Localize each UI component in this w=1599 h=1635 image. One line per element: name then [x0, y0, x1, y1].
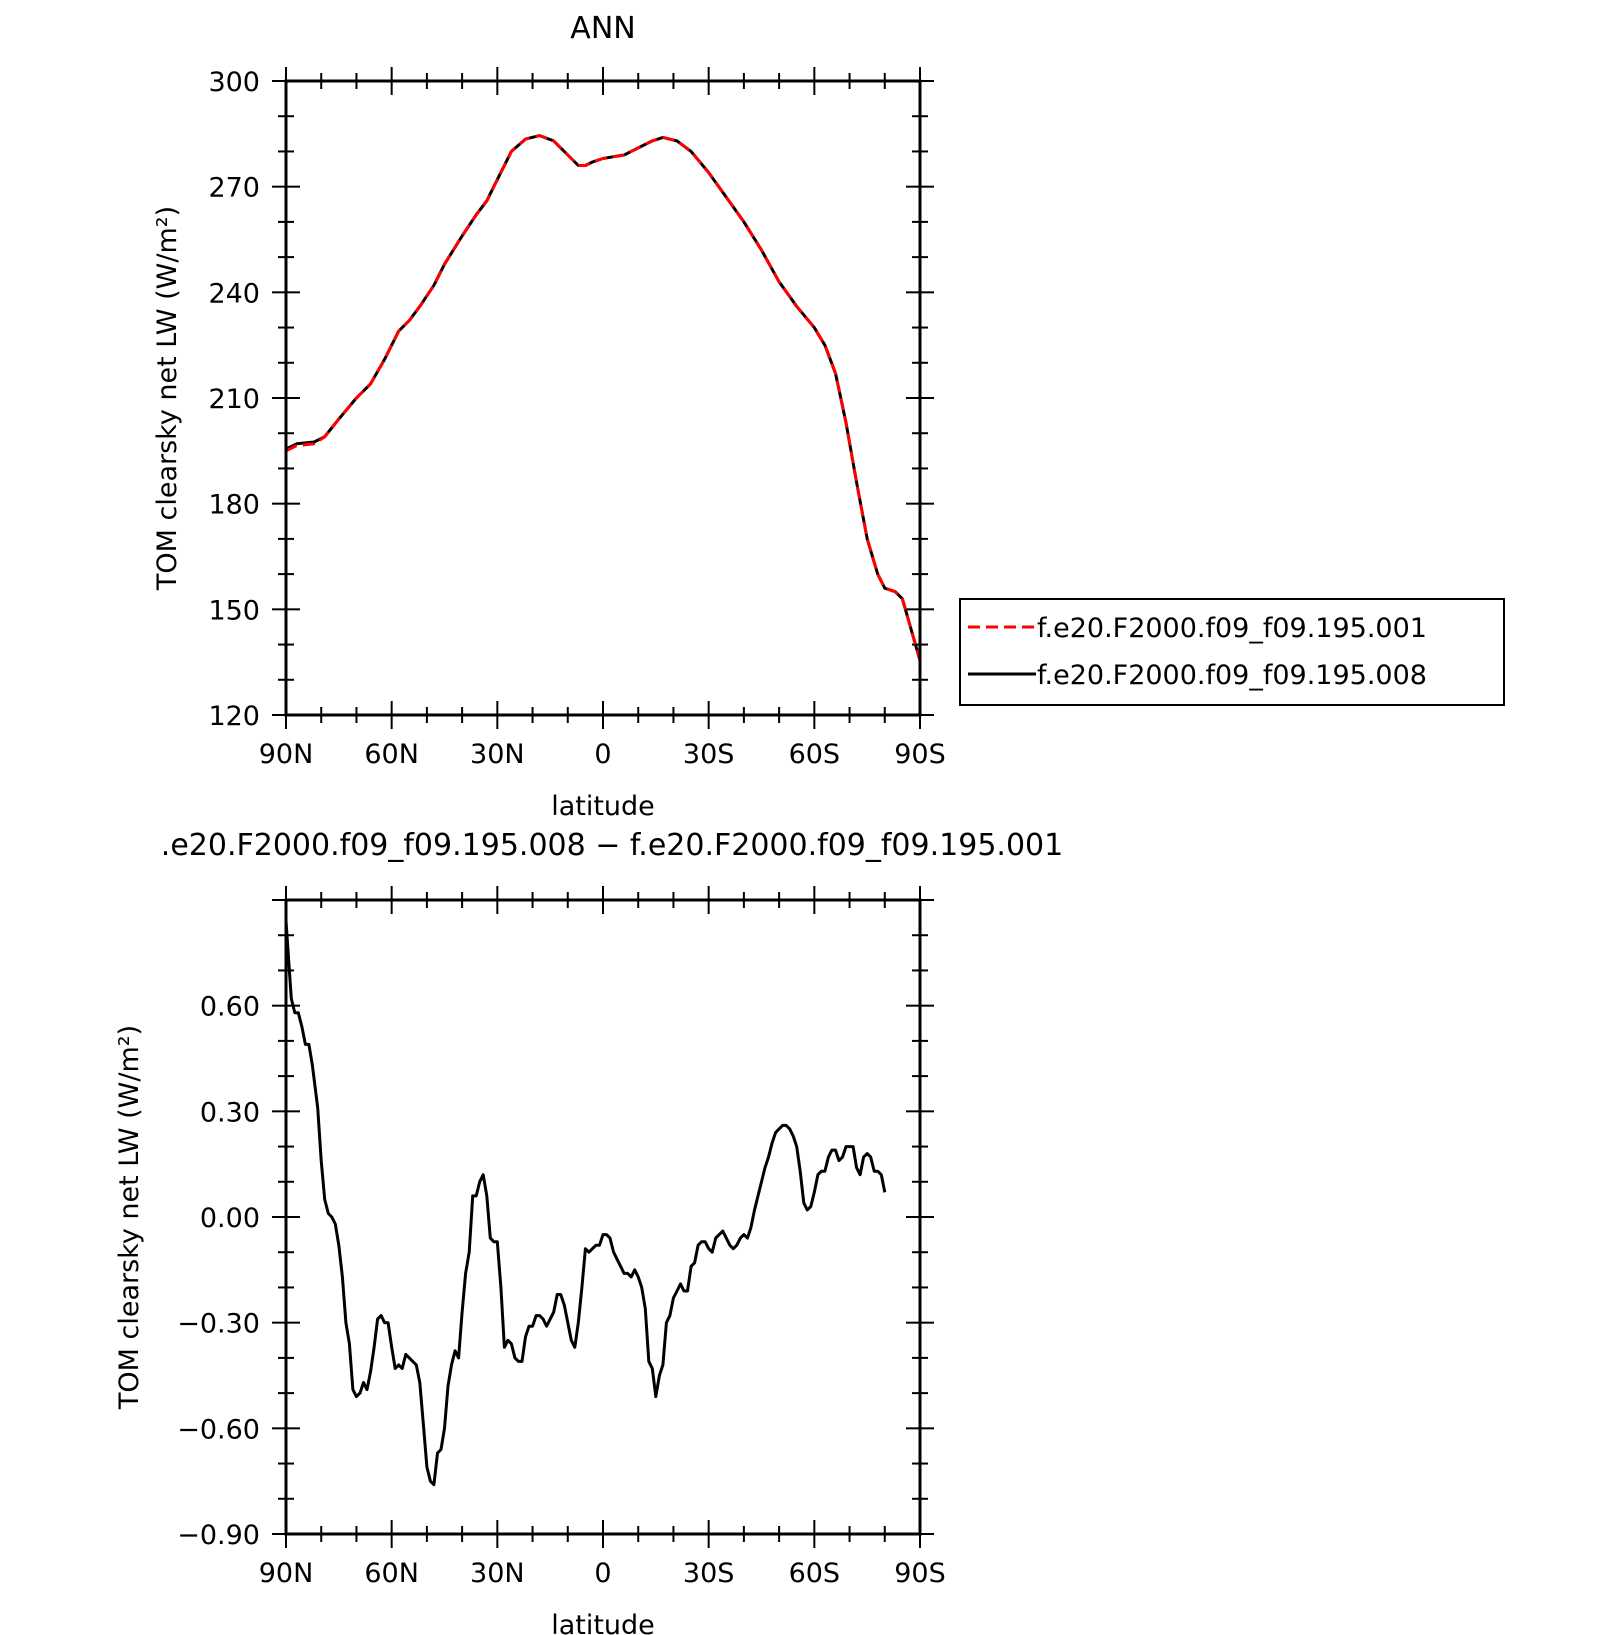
top-y-tick-labels: 120 150 180 210 240 270 300	[208, 67, 260, 732]
y-tick-label: 150	[208, 595, 260, 626]
top-plot-frame	[284, 79, 922, 717]
bottom-x-axis-label: latitude	[551, 1610, 655, 1635]
top-y-axis-label: TOM clearsky net LW (W/m²)	[152, 206, 183, 591]
top-series-lines	[285, 134, 922, 661]
y-tick-label: 120	[208, 701, 260, 732]
x-tick-label: 60N	[364, 1558, 419, 1589]
x-tick-label: 90S	[894, 739, 946, 770]
x-tick-label: 30S	[683, 1558, 735, 1589]
legend-box	[959, 598, 1505, 706]
legend-entry-001: f.e20.F2000.f09_f09.195.001	[1037, 613, 1427, 644]
bottom-y-axis-label: TOM clearsky net LW (W/m²)	[114, 1025, 145, 1410]
y-tick-label: 0.30	[200, 1097, 260, 1128]
x-tick-label: 60N	[364, 739, 419, 770]
top-chart-title: ANN	[570, 11, 635, 46]
top-x-tick-labels: 90N 60N 30N 0 30S 60S 90S	[259, 739, 946, 770]
y-tick-label: 300	[208, 67, 260, 98]
series-line	[284, 920, 887, 1487]
y-tick-label: 210	[208, 384, 260, 415]
bottom-chart-title: .e20.F2000.f09_f09.195.008 − f.e20.F2000…	[161, 828, 1063, 863]
y-tick-label: 0.60	[200, 992, 260, 1023]
y-tick-label: 180	[208, 490, 260, 521]
top-x-axis-label: latitude	[551, 791, 655, 822]
x-tick-label: 30S	[683, 739, 735, 770]
x-tick-label: 60S	[789, 739, 841, 770]
x-tick-label: 90N	[259, 1558, 314, 1589]
x-tick-label: 0	[594, 1558, 611, 1589]
bottom-panel: .e20.F2000.f09_f09.195.008 − f.e20.F2000…	[114, 828, 1063, 1635]
x-tick-label: 90S	[894, 1558, 946, 1589]
bottom-x-tick-labels: 90N 60N 30N 0 30S 60S 90S	[259, 1558, 946, 1589]
y-tick-label: −0.60	[177, 1414, 260, 1445]
legend-entry-008: f.e20.F2000.f09_f09.195.008	[1037, 660, 1427, 691]
y-tick-label: 240	[208, 278, 260, 309]
bottom-y-tick-labels: −0.90 −0.60 −0.30 0.00 0.30 0.60	[177, 992, 260, 1551]
y-tick-label: 0.00	[200, 1203, 260, 1234]
x-tick-label: 30N	[470, 739, 525, 770]
bottom-plot-frame	[284, 898, 922, 1536]
bottom-axis-ticks	[272, 886, 934, 1548]
x-tick-label: 0	[594, 739, 611, 770]
y-tick-label: −0.90	[177, 1520, 260, 1551]
x-tick-label: 90N	[259, 739, 314, 770]
bottom-series-lines	[284, 920, 887, 1487]
x-tick-label: 60S	[789, 1558, 841, 1589]
series-line	[285, 134, 922, 661]
legend: f.e20.F2000.f09_f09.195.001 f.e20.F2000.…	[959, 598, 1505, 706]
y-tick-label: −0.30	[177, 1309, 260, 1340]
top-axis-ticks	[272, 67, 934, 729]
y-tick-label: 270	[208, 173, 260, 204]
x-tick-label: 30N	[470, 1558, 525, 1589]
series-line	[285, 134, 922, 661]
top-panel: ANN 90N 60N 30N 0 30S 60S 90S 120 150 180 210 240 2…	[152, 11, 1505, 822]
